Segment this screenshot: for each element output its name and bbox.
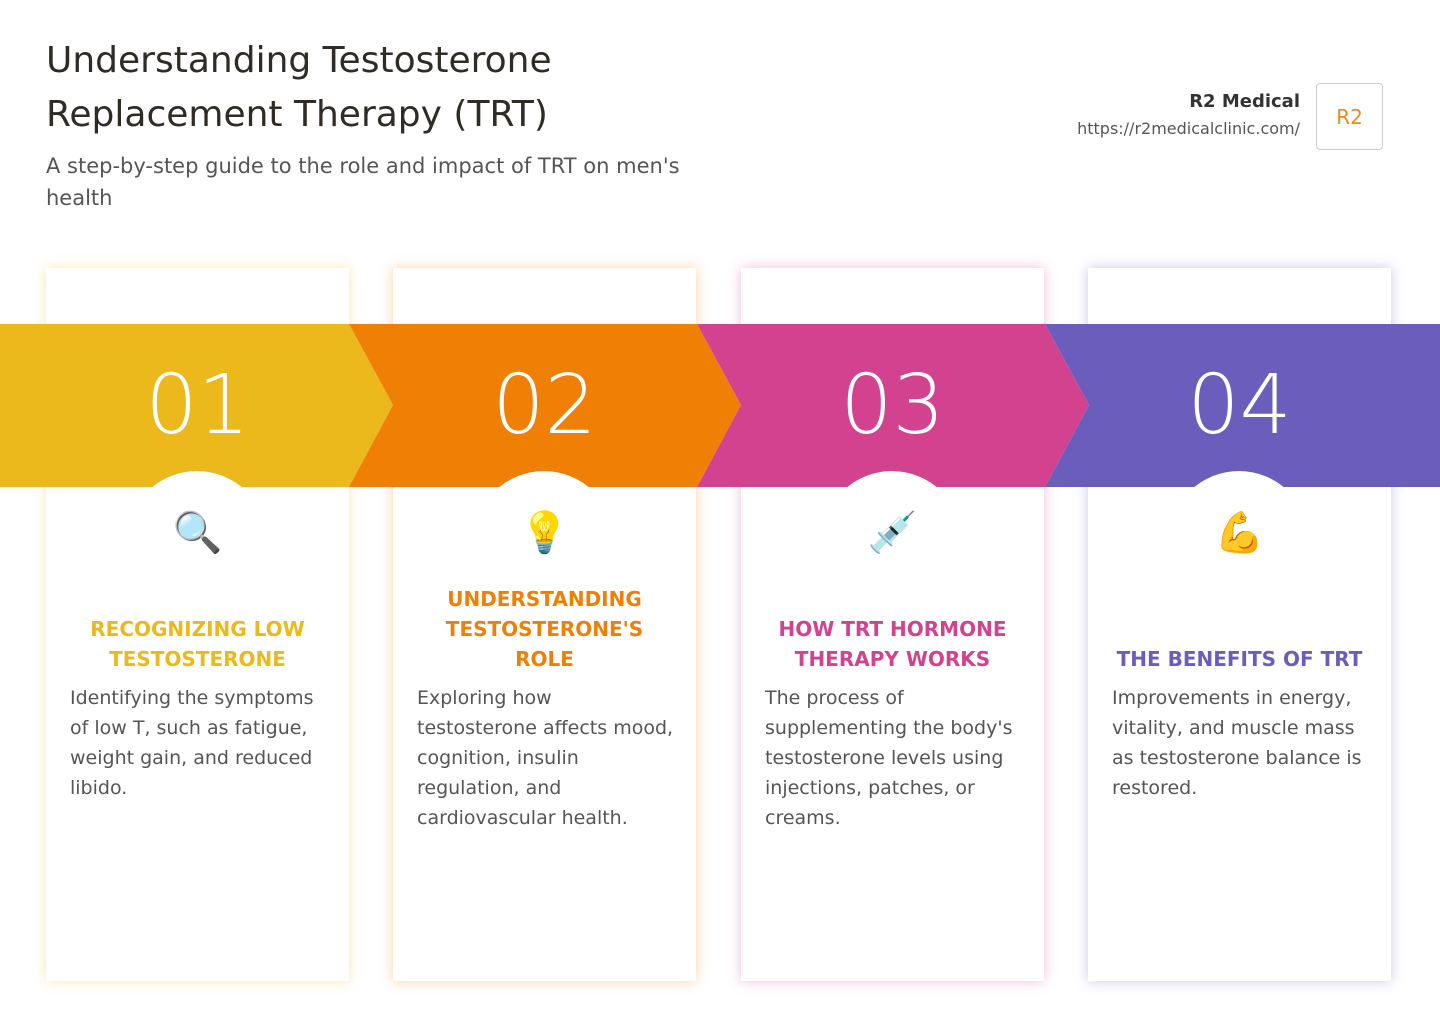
brand-name: R2 Medical xyxy=(1189,91,1300,112)
step-number: 01 xyxy=(145,358,250,453)
arrow-segment xyxy=(697,324,1089,487)
step-icon: 🔍 xyxy=(172,510,223,556)
step-icon: 💡 xyxy=(519,510,570,556)
step-title: RECOGNIZING LOW TESTOSTERONE xyxy=(90,617,305,671)
step-number: 04 xyxy=(1187,358,1292,453)
step-number: 02 xyxy=(492,358,597,453)
step-title: THE BENEFITS OF TRT xyxy=(1116,647,1363,671)
step-number: 03 xyxy=(840,358,945,453)
step-content: 03 💉 HOW TRT HORMONE THERAPY WORKS The proc… xyxy=(741,268,1044,981)
step-text: The process of supplementing the body's … xyxy=(765,687,1013,829)
arrow-segment xyxy=(0,324,393,487)
arrow-segment xyxy=(349,324,741,487)
arrow-segment xyxy=(1045,324,1440,487)
step-icon: 💉 xyxy=(867,510,918,556)
step-icon: 💪 xyxy=(1214,510,1265,556)
icon-circle xyxy=(1169,471,1309,611)
title: Understanding Testosterone Replacement T… xyxy=(46,40,552,135)
step-title: HOW TRT HORMONE THERAPY WORKS xyxy=(778,617,1007,671)
icon-circle xyxy=(822,471,962,611)
step-content: 02 💡 UNDERSTANDING TESTOSTERONE'S ROLE Expl… xyxy=(393,268,696,981)
step-text: Improvements in energy, vitality, and mu… xyxy=(1112,687,1362,799)
icon-circle xyxy=(474,471,614,611)
brand-url: https://r2medicalclinic.com/ xyxy=(1077,119,1300,138)
step-text: Identifying the symptoms of low T, such … xyxy=(70,687,314,799)
step-content: 01 🔍 RECOGNIZING LOW TESTOSTERONE Identifyi… xyxy=(46,268,349,981)
step-text: Exploring how testosterone affects mood,… xyxy=(417,687,674,829)
icon-circle xyxy=(127,471,267,611)
step-content: 04 💪 THE BENEFITS OF TRT Improvements in en… xyxy=(1088,268,1391,981)
step-title: UNDERSTANDING TESTOSTERONE'S ROLE xyxy=(445,587,644,671)
subtitle: A step-by-step guide to the role and imp… xyxy=(46,154,680,210)
logo: R2 xyxy=(1316,83,1383,150)
